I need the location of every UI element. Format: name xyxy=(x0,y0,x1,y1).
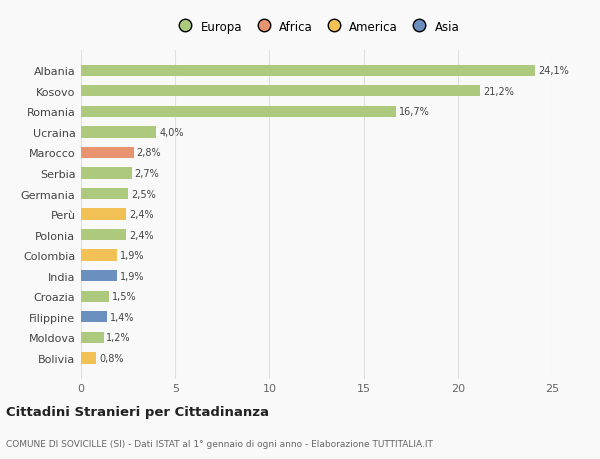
Text: 24,1%: 24,1% xyxy=(538,66,569,76)
Text: 1,9%: 1,9% xyxy=(119,251,144,261)
Text: 1,9%: 1,9% xyxy=(119,271,144,281)
Text: COMUNE DI SOVICILLE (SI) - Dati ISTAT al 1° gennaio di ogni anno - Elaborazione : COMUNE DI SOVICILLE (SI) - Dati ISTAT al… xyxy=(6,439,433,448)
Bar xyxy=(81,291,109,302)
Text: Cittadini Stranieri per Cittadinanza: Cittadini Stranieri per Cittadinanza xyxy=(6,405,269,419)
Bar xyxy=(81,209,126,220)
Text: 2,5%: 2,5% xyxy=(131,189,155,199)
Bar xyxy=(81,106,395,118)
Bar xyxy=(81,189,128,200)
Text: 1,5%: 1,5% xyxy=(112,291,137,302)
Text: 16,7%: 16,7% xyxy=(398,107,429,117)
Bar xyxy=(81,332,104,343)
Bar xyxy=(81,250,117,261)
Text: 2,4%: 2,4% xyxy=(129,230,154,240)
Bar xyxy=(81,230,126,241)
Text: 2,7%: 2,7% xyxy=(134,168,160,179)
Bar xyxy=(81,312,107,323)
Legend: Europa, Africa, America, Asia: Europa, Africa, America, Asia xyxy=(170,17,463,37)
Bar xyxy=(81,270,117,282)
Text: 1,2%: 1,2% xyxy=(106,333,131,342)
Text: 1,4%: 1,4% xyxy=(110,312,135,322)
Bar xyxy=(81,168,132,179)
Text: 2,8%: 2,8% xyxy=(137,148,161,158)
Text: 0,8%: 0,8% xyxy=(99,353,124,363)
Text: 4,0%: 4,0% xyxy=(159,128,184,138)
Bar xyxy=(81,86,481,97)
Bar xyxy=(81,127,157,138)
Bar xyxy=(81,353,96,364)
Bar xyxy=(81,147,134,159)
Bar xyxy=(81,65,535,77)
Text: 21,2%: 21,2% xyxy=(483,87,514,96)
Text: 2,4%: 2,4% xyxy=(129,210,154,219)
